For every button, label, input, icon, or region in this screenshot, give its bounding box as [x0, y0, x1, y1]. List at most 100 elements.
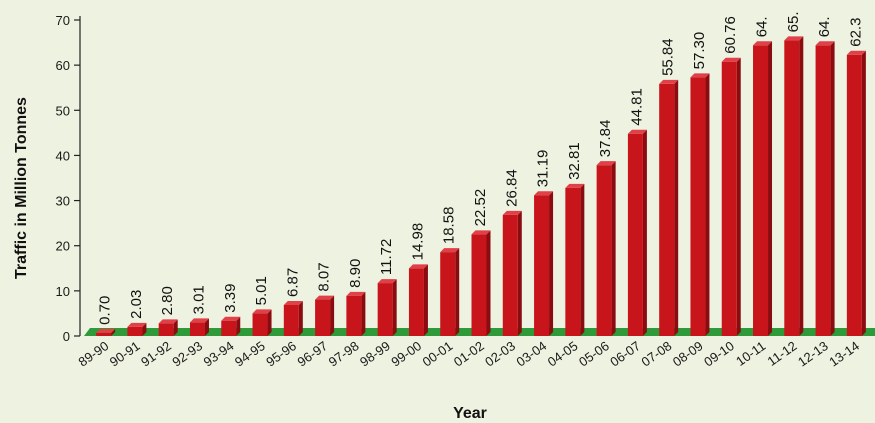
bar-99-00: [408, 264, 428, 336]
bar-04-05: [565, 183, 585, 336]
bar-front: [471, 234, 487, 336]
x-axis: 89-9090-9191-9292-9393-9494-9595-9696-97…: [76, 338, 863, 369]
bar-side: [799, 36, 804, 337]
bar-value-label: 60.76: [722, 16, 739, 54]
bar-value-label: 31.19: [535, 150, 552, 188]
bar-top: [627, 129, 647, 134]
bar-side: [204, 318, 209, 336]
bar-top: [846, 50, 866, 55]
bar-08-09: [690, 73, 710, 337]
bar-value-label: 6.87: [284, 268, 301, 297]
bar-top: [784, 36, 804, 41]
x-tick-label: 07-08: [639, 338, 675, 369]
x-tick-label: 11-12: [764, 338, 799, 369]
x-tick-label: 09-10: [701, 338, 737, 369]
bar-side: [392, 279, 397, 336]
bar-front: [784, 40, 800, 337]
bar-00-01: [440, 248, 460, 336]
bar-top: [252, 309, 272, 314]
bar-07-08: [659, 79, 679, 336]
x-tick-label: 90-91: [107, 338, 143, 369]
bar-side: [423, 264, 428, 336]
bar-top: [315, 295, 335, 300]
bar-13-14: [846, 50, 866, 336]
bar-value-label: 32.81: [566, 142, 583, 180]
bar-top: [158, 319, 178, 324]
bar-front: [815, 45, 831, 336]
bar-value-label: 55.84: [660, 38, 677, 76]
bar-front: [283, 304, 299, 336]
bar-top: [753, 41, 773, 46]
x-tick-label: 89-90: [76, 338, 112, 369]
y-tick-label: 10: [56, 284, 70, 299]
bar-top: [127, 322, 147, 327]
bar-value-label: 37.84: [597, 120, 614, 158]
bar-front: [534, 195, 550, 336]
x-tick-label: 05-06: [576, 338, 612, 369]
x-tick-label: 06-07: [607, 338, 643, 369]
bar-side: [674, 79, 679, 336]
bar-96-97: [315, 295, 335, 336]
bar-front: [315, 299, 331, 336]
bar-top: [565, 183, 585, 188]
bar-front: [346, 295, 362, 336]
bar-side: [236, 316, 241, 336]
bar-front: [721, 61, 737, 336]
bar-value-label: 64.: [754, 16, 771, 37]
y-tick-label: 30: [56, 194, 70, 209]
bar-top: [408, 264, 428, 269]
bar-side: [455, 248, 460, 336]
x-axis-title: Year: [453, 405, 487, 422]
bar-value-label: 8.90: [347, 259, 364, 288]
bar-front: [408, 268, 424, 336]
y-tick-label: 60: [56, 58, 70, 73]
bar-front: [96, 332, 112, 336]
bar-97-98: [346, 291, 366, 336]
bar-value-label: 8.07: [316, 262, 333, 291]
bar-front: [690, 77, 706, 337]
bar-side: [142, 322, 147, 336]
bar-front: [377, 283, 393, 336]
bar-side: [173, 319, 178, 336]
bar-06-07: [627, 129, 647, 336]
bar-front: [753, 45, 769, 336]
bar-value-label: 44.81: [628, 88, 645, 126]
bar-top: [346, 291, 366, 296]
bar-top: [377, 279, 397, 284]
bar-value-label: 64.: [816, 16, 833, 37]
bar-front: [127, 326, 143, 336]
bar-01-02: [471, 230, 491, 336]
bar-top: [721, 57, 741, 62]
bar-top: [440, 248, 460, 253]
bar-09-10: [721, 57, 741, 336]
bar-90-91: [127, 322, 147, 336]
bar-front: [846, 54, 862, 336]
x-tick-label: 98-99: [357, 338, 393, 369]
bar-11-12: [784, 36, 804, 337]
bar-side: [549, 191, 554, 336]
y-tick-label: 0: [63, 329, 70, 344]
bar-value-label: 62.3: [847, 18, 864, 47]
bar-value-label: 26.84: [503, 169, 520, 207]
x-tick-label: 96-97: [294, 338, 330, 369]
x-tick-label: 12-13: [795, 338, 831, 369]
bar-value-label: 0.70: [97, 296, 114, 325]
x-tick-label: 01-02: [451, 338, 487, 369]
bar-side: [768, 41, 773, 336]
bar-top: [189, 318, 209, 323]
bar-side: [111, 328, 116, 336]
x-tick-label: 94-95: [232, 338, 268, 369]
bar-value-label: 5.01: [253, 276, 270, 305]
bar-side: [330, 295, 335, 336]
bar-value-label: 3.01: [190, 285, 207, 314]
bar-top: [690, 73, 710, 78]
bar-front: [659, 83, 675, 336]
bar-top: [96, 328, 116, 333]
bar-side: [611, 161, 616, 336]
bar-top: [596, 161, 616, 166]
bar-side: [830, 41, 835, 336]
bar-side: [580, 183, 585, 336]
bar-value-label: 14.98: [409, 223, 426, 261]
